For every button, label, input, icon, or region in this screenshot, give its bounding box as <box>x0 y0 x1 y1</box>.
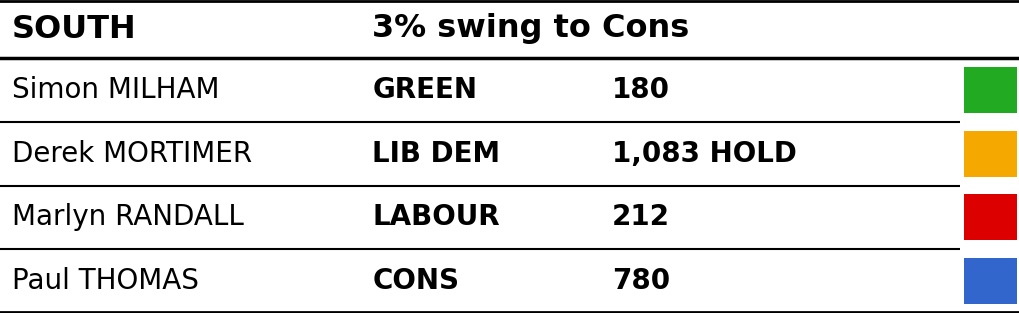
Text: Simon MILHAM: Simon MILHAM <box>12 76 219 104</box>
Text: Marlyn RANDALL: Marlyn RANDALL <box>12 203 244 231</box>
Text: 780: 780 <box>611 267 669 295</box>
Text: 3% swing to Cons: 3% swing to Cons <box>372 13 689 44</box>
Text: 1,083 HOLD: 1,083 HOLD <box>611 140 796 168</box>
Text: 212: 212 <box>611 203 669 231</box>
FancyBboxPatch shape <box>963 131 1016 177</box>
Text: CONS: CONS <box>372 267 459 295</box>
Text: 180: 180 <box>611 76 669 104</box>
FancyBboxPatch shape <box>963 258 1016 304</box>
Text: Paul THOMAS: Paul THOMAS <box>12 267 199 295</box>
Text: LABOUR: LABOUR <box>372 203 499 231</box>
FancyBboxPatch shape <box>963 194 1016 240</box>
Text: Derek MORTIMER: Derek MORTIMER <box>12 140 252 168</box>
FancyBboxPatch shape <box>963 67 1016 113</box>
Text: SOUTH: SOUTH <box>12 13 137 44</box>
Text: LIB DEM: LIB DEM <box>372 140 500 168</box>
Text: GREEN: GREEN <box>372 76 477 104</box>
